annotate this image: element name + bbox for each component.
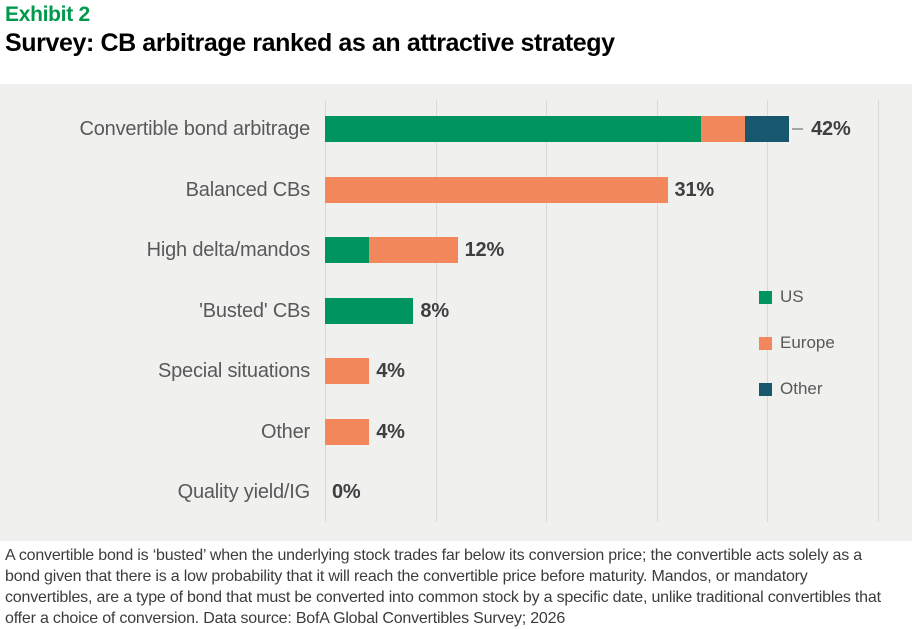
bar-segment-us xyxy=(325,297,414,324)
bar-segment-europe xyxy=(325,176,668,203)
legend-item-europe: Europe xyxy=(759,333,835,353)
bar-segment-other xyxy=(744,116,790,142)
legend-label-other: Other xyxy=(780,379,823,398)
value-label: 0% xyxy=(332,481,361,503)
footnote-text: A convertible bond is ‘busted’ when the … xyxy=(5,547,881,627)
gridline xyxy=(656,100,658,522)
bar-segment-europe xyxy=(325,358,370,384)
bar xyxy=(325,116,790,142)
chart-area: Convertible bond arbitrage 42% Balanced CB… xyxy=(0,84,912,541)
legend-swatch-us xyxy=(759,290,772,304)
chart-title: Survey: CB arbitrage ranked as an attrac… xyxy=(5,29,615,57)
bar-segment-us xyxy=(325,116,701,142)
category-label: High delta/mandos xyxy=(146,239,311,261)
category-label: 'Busted' CBs xyxy=(199,299,310,322)
gridline xyxy=(546,100,547,522)
value-leader-line xyxy=(792,128,804,130)
legend-swatch-other xyxy=(759,382,772,396)
bar-segment-europe xyxy=(700,116,745,142)
legend-label-us: US xyxy=(780,287,804,306)
value-label: 12% xyxy=(464,239,505,261)
gridline xyxy=(767,100,768,522)
bar xyxy=(325,237,458,263)
legend-item-other: Other xyxy=(759,379,823,399)
category-label: Quality yield/IG xyxy=(177,481,311,503)
bar xyxy=(325,418,370,445)
category-label: Convertible bond arbitrage xyxy=(79,118,310,140)
exhibit-label: Exhibit 2 xyxy=(5,3,90,26)
category-label: Balanced CBs xyxy=(185,178,311,201)
gridline xyxy=(435,100,437,522)
bar xyxy=(325,358,370,384)
legend-swatch-europe xyxy=(759,336,772,350)
legend-label-europe: Europe xyxy=(780,333,835,352)
bar xyxy=(325,297,414,324)
bar-segment-europe xyxy=(369,237,458,263)
bar xyxy=(325,176,668,203)
value-label: 8% xyxy=(420,299,449,322)
category-label: Special situations xyxy=(157,360,310,382)
chart-header: Exhibit 2 Survey: CB arbitrage ranked as… xyxy=(5,2,615,59)
value-label: 42% xyxy=(811,118,851,140)
bar-segment-us xyxy=(325,237,370,263)
gridline xyxy=(877,100,879,522)
value-label: 31% xyxy=(674,178,715,201)
category-label: Other xyxy=(260,420,310,443)
value-label: 4% xyxy=(376,360,405,382)
value-label: 4% xyxy=(376,420,405,443)
bar-segment-europe xyxy=(325,418,370,445)
legend-item-us: US xyxy=(759,287,804,307)
